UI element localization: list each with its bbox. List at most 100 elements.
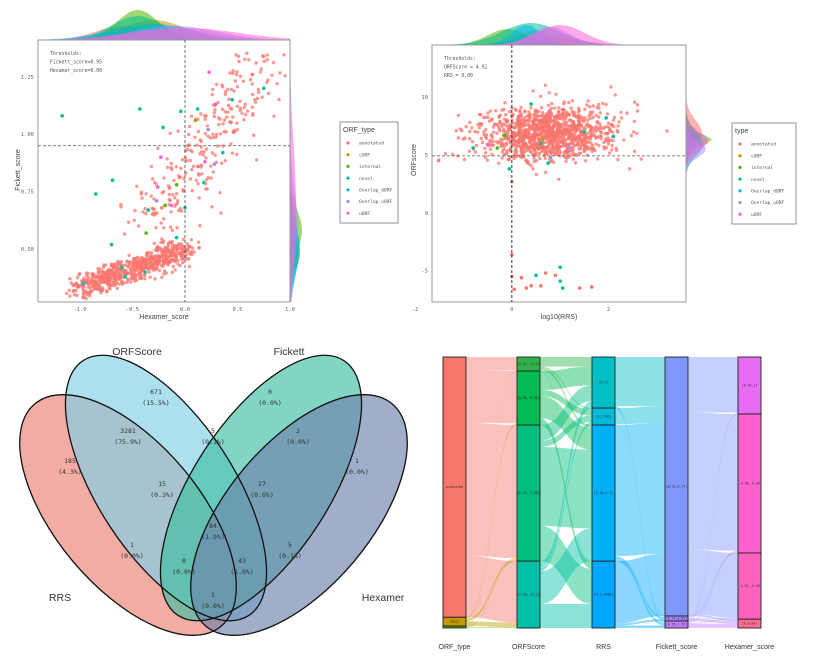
data-point	[527, 134, 531, 139]
venn-set-label: RRS	[49, 592, 71, 604]
data-point	[517, 118, 522, 122]
data-point	[176, 258, 180, 262]
data-point	[150, 212, 154, 217]
data-point-uORF	[155, 185, 160, 189]
data-point	[160, 191, 164, 195]
sankey-flow	[688, 618, 738, 624]
venn-set-label: Fickett	[274, 346, 305, 358]
data-point	[163, 245, 167, 249]
data-point	[535, 151, 539, 155]
data-point	[159, 221, 163, 225]
marginal-densities	[38, 10, 302, 302]
legend-label: Overlap_uORF	[751, 200, 784, 206]
sankey-flow	[540, 366, 592, 410]
data-point	[143, 273, 147, 277]
data-point	[516, 138, 520, 142]
data-point	[84, 296, 88, 301]
data-point	[527, 162, 531, 166]
data-point	[548, 148, 552, 153]
data-point-annotated	[529, 283, 533, 288]
venn-region-percent: (1.0%)	[230, 568, 253, 576]
data-point	[502, 145, 507, 149]
data-point	[639, 157, 643, 161]
data-point	[506, 157, 510, 162]
data-point	[161, 240, 165, 245]
data-point	[580, 115, 585, 120]
data-point	[552, 150, 556, 155]
sankey-node-label: (0,0.84]	[742, 622, 757, 626]
data-point	[242, 105, 246, 110]
data-point	[527, 117, 531, 122]
data-point	[196, 129, 201, 134]
data-point	[126, 264, 130, 268]
venn-region-count: 84	[209, 522, 217, 530]
x-tick-label: 2	[607, 307, 610, 313]
data-point	[558, 122, 562, 127]
data-point	[205, 124, 210, 128]
venn-region-percent: (1.9%)	[201, 533, 224, 541]
data-point	[560, 112, 565, 116]
data-point	[130, 264, 135, 268]
data-point	[265, 80, 269, 84]
venn-region-percent: (0.0%)	[345, 468, 368, 476]
legend-key-internal	[346, 164, 350, 168]
data-point	[228, 106, 232, 110]
data-point	[218, 117, 222, 121]
data-point	[573, 161, 578, 165]
sankey-flow	[615, 619, 665, 626]
data-point	[157, 268, 162, 273]
data-point	[497, 161, 501, 165]
data-point	[81, 295, 85, 300]
data-point	[88, 291, 92, 295]
data-point	[191, 246, 195, 250]
data-point	[619, 110, 623, 115]
legend-key-annotated	[346, 141, 350, 145]
venn-region-count: 43	[238, 557, 246, 565]
venn-region-count: 1	[130, 541, 134, 549]
data-point	[82, 276, 86, 281]
data-point	[492, 122, 497, 126]
legend-label: uORF	[751, 212, 762, 218]
data-point	[282, 53, 286, 57]
venn-region-percent: (0.1%)	[201, 438, 224, 446]
x-tick-label: 0.5	[233, 307, 243, 313]
data-point	[191, 164, 196, 168]
data-point	[223, 159, 227, 163]
data-point	[152, 255, 156, 259]
data-point	[252, 133, 256, 137]
data-point	[558, 128, 562, 132]
data-point	[608, 128, 612, 132]
data-point	[211, 87, 215, 92]
data-point	[228, 71, 232, 75]
data-point	[260, 54, 265, 58]
data-point	[131, 275, 136, 279]
legend: type annotated cORF internal novel Overlap_dO…	[731, 122, 797, 225]
y-tick-label: 1.25	[21, 75, 34, 81]
data-point	[589, 147, 593, 151]
data-point	[571, 157, 575, 161]
data-point	[200, 172, 204, 176]
data-point	[524, 146, 528, 150]
data-point	[546, 116, 550, 121]
right-density-cORF	[686, 45, 698, 302]
data-point	[170, 167, 174, 172]
data-point	[96, 274, 100, 278]
sankey-flow	[540, 385, 592, 441]
data-point	[539, 106, 544, 110]
data-point	[584, 140, 588, 145]
data-point	[505, 119, 509, 123]
data-point	[527, 140, 532, 144]
data-point	[632, 130, 636, 134]
data-point	[173, 196, 177, 200]
data-point-annotated	[543, 271, 548, 275]
data-point	[162, 176, 166, 180]
data-point	[563, 117, 568, 121]
legend-label: novel	[359, 176, 373, 182]
data-point	[152, 241, 157, 245]
data-point	[601, 126, 606, 130]
data-point	[151, 268, 155, 272]
data-point	[88, 286, 92, 290]
data-point	[169, 210, 173, 214]
data-point	[151, 207, 156, 211]
data-point	[567, 100, 571, 105]
